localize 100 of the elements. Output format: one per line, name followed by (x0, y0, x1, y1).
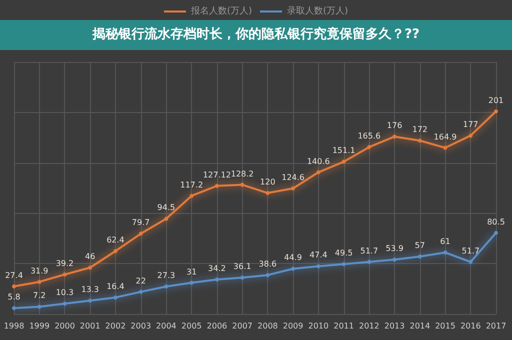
x-tick-label: 2001 (80, 322, 100, 330)
point (392, 134, 397, 139)
data-label: 51.7 (462, 246, 480, 256)
point (291, 266, 296, 271)
data-label: 39.2 (56, 258, 74, 268)
point (392, 258, 397, 262)
data-label: 79.7 (132, 218, 150, 228)
point (418, 138, 422, 143)
point (37, 304, 42, 309)
data-label: 53.9 (386, 244, 404, 254)
data-label: 34.2 (208, 264, 226, 274)
x-tick-label: 2014 (410, 322, 430, 330)
x-tick-label: 2000 (54, 322, 75, 330)
data-label: 22 (136, 276, 146, 286)
data-label: 62.4 (106, 236, 124, 245)
x-tick-label: 2002 (105, 322, 126, 330)
point (494, 109, 498, 114)
point (138, 232, 143, 236)
data-label: 57 (414, 241, 425, 250)
point (494, 230, 498, 235)
point (342, 262, 346, 266)
data-label: 49.5 (334, 248, 353, 258)
point (62, 272, 67, 276)
point (443, 146, 448, 150)
data-label: 94.5 (157, 203, 176, 212)
data-label: 16.4 (106, 282, 124, 291)
point (316, 170, 320, 174)
x-tick-label: 2004 (156, 322, 176, 330)
data-label: 177 (462, 120, 478, 130)
x-tick-label: 2007 (232, 322, 252, 330)
x-tick-label: 2011 (334, 322, 354, 330)
point (113, 295, 118, 300)
data-label: 36.1 (233, 262, 252, 272)
data-label: 140.6 (306, 156, 330, 166)
point (468, 260, 473, 264)
x-tick-label: 2017 (486, 322, 506, 330)
point (418, 254, 422, 259)
data-label: 31.9 (30, 266, 48, 276)
data-label: 172 (412, 125, 428, 134)
data-label: 31 (186, 267, 197, 276)
point (443, 250, 448, 255)
point (342, 160, 346, 164)
x-tick-label: 2005 (181, 322, 202, 330)
point (240, 182, 244, 187)
point (164, 216, 168, 221)
point (214, 184, 219, 188)
x-tick-label: 2015 (435, 322, 456, 330)
x-tick-label: 2012 (358, 322, 380, 330)
point (367, 145, 372, 150)
data-label: 27.4 (5, 270, 23, 280)
data-label: 46 (85, 252, 96, 262)
x-tick-label: 2008 (258, 322, 278, 330)
data-label: 7.2 (33, 291, 46, 300)
point (12, 306, 16, 310)
point (214, 278, 219, 282)
data-label: 164.9 (434, 132, 457, 142)
data-label: 201 (488, 96, 504, 105)
data-label: 120 (260, 178, 276, 187)
data-label: 47.4 (310, 250, 328, 260)
point (316, 264, 320, 268)
data-label: 51.7 (360, 246, 378, 256)
point (266, 191, 270, 196)
legend-label: 报名人数(万人) (190, 6, 252, 16)
x-tick-label: 1998 (4, 322, 24, 330)
point (190, 194, 194, 198)
x-tick-label: 2010 (308, 322, 329, 330)
point (468, 134, 473, 138)
data-label: 165.6 (358, 132, 381, 141)
point (62, 302, 67, 306)
point (88, 298, 92, 303)
x-tick-label: 1999 (29, 322, 50, 330)
x-tick-label: 2016 (460, 322, 481, 330)
point (12, 284, 16, 288)
point (88, 266, 92, 270)
data-label: 27.3 (157, 270, 176, 280)
x-tick-label: 2009 (282, 322, 304, 330)
x-tick-label: 2006 (206, 322, 228, 330)
data-label: 176 (386, 121, 402, 130)
chart-title: 揭秘银行流水存档时长，你的隐私银行究竟保留多久？?? (0, 20, 512, 50)
data-label: 10.3 (56, 288, 74, 298)
point (37, 280, 42, 284)
x-tick-label: 2013 (384, 322, 405, 330)
point (113, 249, 118, 254)
data-label: 5.8 (8, 292, 20, 302)
data-label: 44.9 (284, 253, 302, 262)
point (266, 273, 270, 278)
legend-label: 录取人数(万人) (287, 6, 348, 16)
x-tick-label: 2003 (130, 322, 152, 330)
data-label: 124.6 (282, 172, 305, 182)
data-label: 117.2 (180, 180, 204, 190)
data-label: 61 (440, 237, 450, 246)
point (367, 260, 372, 264)
data-label: 80.5 (487, 217, 505, 226)
data-label: 127.12 (202, 170, 231, 180)
data-label: 151.1 (332, 146, 356, 156)
point (164, 284, 168, 288)
data-label: 38.6 (258, 260, 277, 269)
point (291, 186, 296, 190)
point (190, 280, 194, 285)
point (240, 276, 244, 280)
